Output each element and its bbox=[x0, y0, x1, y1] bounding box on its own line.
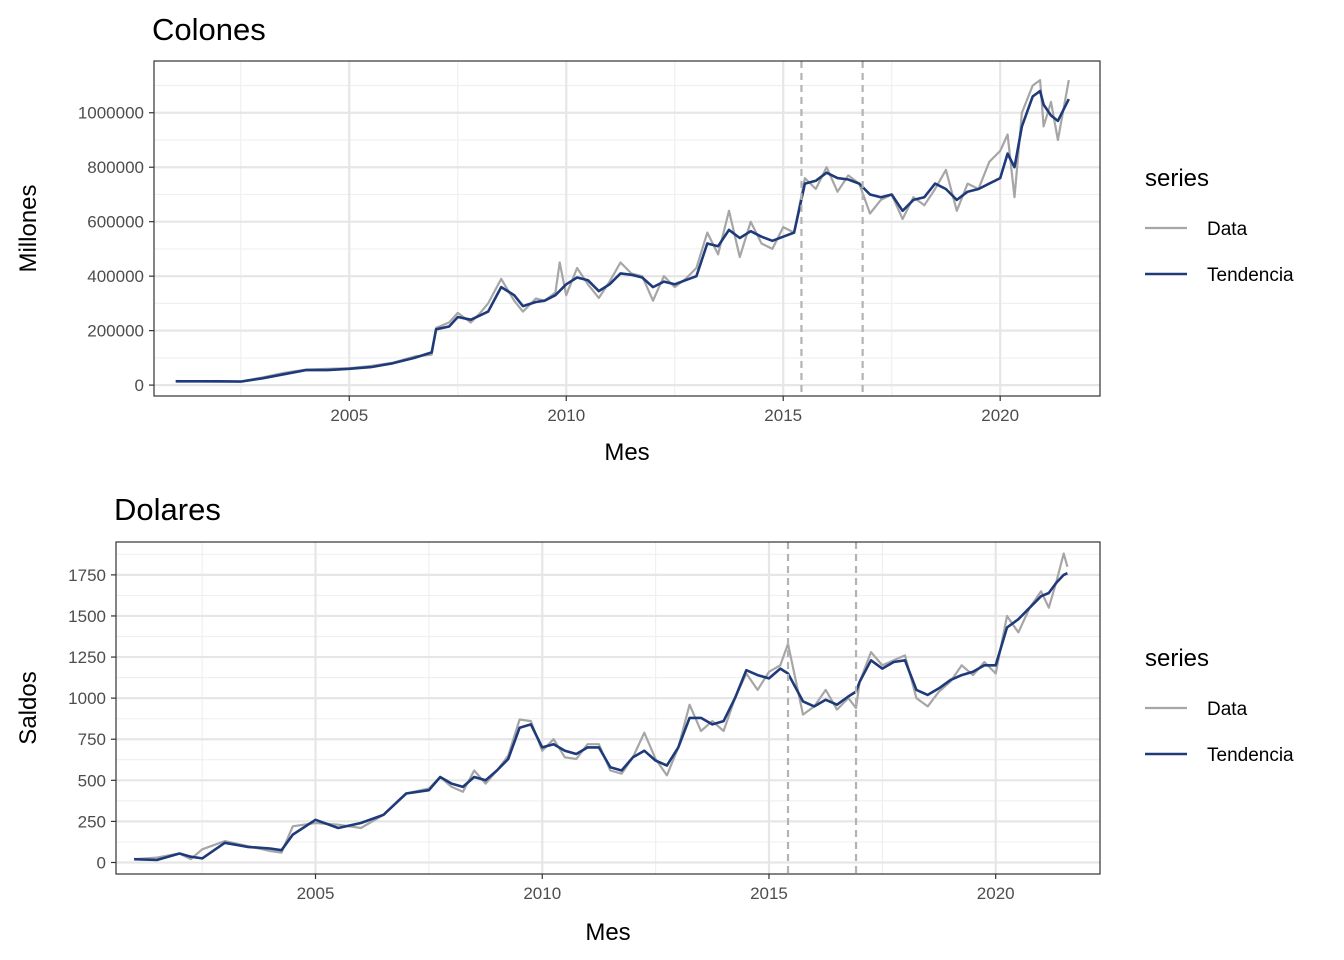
series-line-data bbox=[175, 78, 1070, 383]
legend-label-tendencia: Tendencia bbox=[1207, 265, 1294, 286]
y-tick-label: 750 bbox=[78, 730, 106, 749]
x-tick-label: 2015 bbox=[750, 884, 788, 903]
y-tick-label: 1750 bbox=[68, 566, 106, 585]
legend-label-data: Data bbox=[1207, 699, 1248, 720]
y-tick-label: 600000 bbox=[87, 213, 144, 232]
series-line-tendencia bbox=[134, 572, 1068, 862]
legend: series Data Tendencia bbox=[1145, 645, 1294, 766]
legend-label-tendencia: Tendencia bbox=[1207, 745, 1294, 766]
y-tick-label: 0 bbox=[97, 853, 106, 872]
chart-title: Dolares bbox=[114, 492, 221, 527]
plot-background bbox=[116, 542, 1100, 874]
legend-label-data: Data bbox=[1207, 219, 1248, 240]
plot-border bbox=[153, 60, 1101, 397]
x-tick-label: 2015 bbox=[764, 406, 802, 425]
x-axis-title: Mes bbox=[604, 439, 649, 466]
y-tick-label: 1250 bbox=[68, 648, 106, 667]
plot-border bbox=[115, 541, 1101, 875]
x-tick-label: 2005 bbox=[297, 884, 335, 903]
y-axis-title: Millones bbox=[15, 184, 42, 272]
x-axis-title: Mes bbox=[585, 919, 630, 946]
y-tick-label: 1000000 bbox=[78, 104, 144, 123]
chart-panel-1: 2005 2010 2015 2020 0 200000 400000 600000 80000… bbox=[15, 12, 1294, 466]
y-tick-label: 1000 bbox=[68, 689, 106, 708]
chart-title: Colones bbox=[152, 12, 266, 47]
y-tick-label: 1500 bbox=[68, 607, 106, 626]
y-tick-label: 400000 bbox=[87, 267, 144, 286]
x-tick-label: 2010 bbox=[547, 406, 585, 425]
x-tick-label: 2005 bbox=[330, 406, 368, 425]
legend-title: series bbox=[1145, 645, 1209, 672]
x-tick-label: 2020 bbox=[981, 406, 1019, 425]
y-axis-title: Saldos bbox=[15, 671, 42, 744]
y-tick-label: 250 bbox=[78, 812, 106, 831]
y-tick-label: 200000 bbox=[87, 322, 144, 341]
y-tick-label: 800000 bbox=[87, 158, 144, 177]
x-tick-label: 2020 bbox=[977, 884, 1015, 903]
chart-panel-2: 2005 2010 2015 2020 0 250 500 750 1000 1250 1500 17… bbox=[15, 492, 1294, 946]
y-tick-label: 500 bbox=[78, 771, 106, 790]
legend-title: series bbox=[1145, 165, 1209, 192]
x-tick-label: 2010 bbox=[523, 884, 561, 903]
series-line-tendencia bbox=[175, 89, 1070, 383]
legend: series Data Tendencia bbox=[1145, 165, 1294, 286]
plot-background bbox=[154, 61, 1100, 396]
y-tick-label: 0 bbox=[135, 376, 144, 395]
